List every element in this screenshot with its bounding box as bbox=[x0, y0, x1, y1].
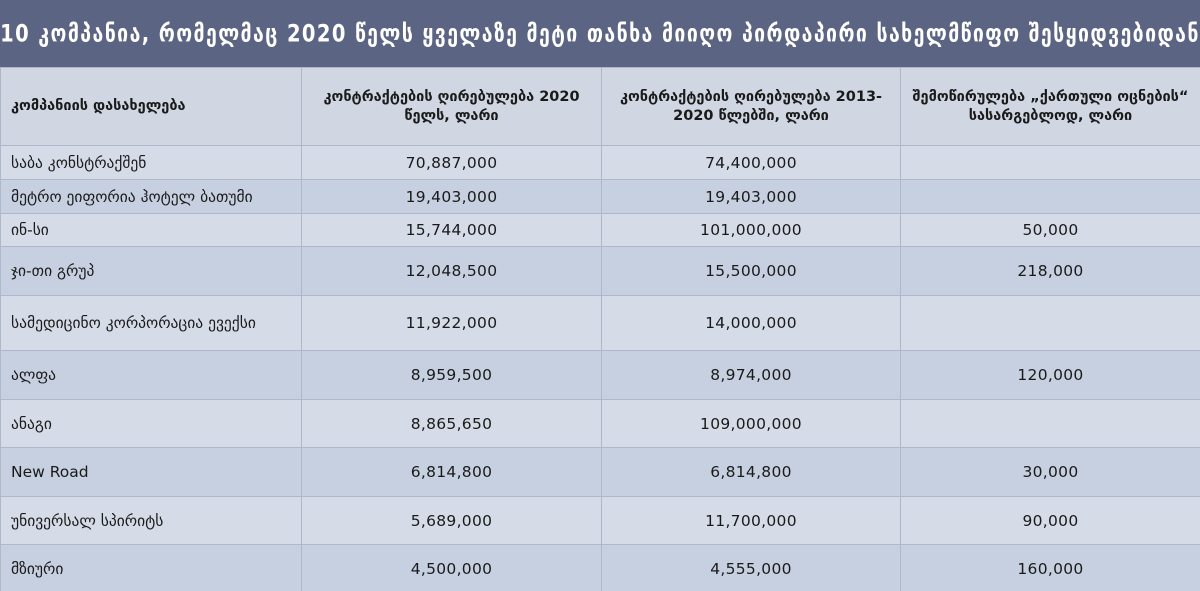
value-2020: 8,959,500 bbox=[301, 350, 602, 400]
donation bbox=[900, 399, 1200, 448]
donation: 120,000 bbox=[900, 350, 1200, 400]
table-header: კომპანიის დასახელება კონტრაქტების ღირებუ… bbox=[0, 67, 1200, 146]
company-name: ანაგი bbox=[0, 399, 302, 448]
table-row: სამედიცინო კორპორაცია ევექსი 11,922,000 … bbox=[0, 295, 1200, 351]
donation: 218,000 bbox=[900, 246, 1200, 296]
donation: 160,000 bbox=[900, 544, 1200, 591]
table-row: საბა კონსტრაქშენ 70,887,000 74,400,000 bbox=[0, 145, 1200, 180]
company-name: მზიური bbox=[0, 544, 302, 591]
value-2013-2020: 109,000,000 bbox=[601, 399, 901, 448]
table-row: ჯი-თი გრუპ 12,048,500 15,500,000 218,000 bbox=[0, 246, 1200, 296]
value-2013-2020: 4,555,000 bbox=[601, 544, 901, 591]
value-2020: 15,744,000 bbox=[301, 213, 602, 247]
value-2013-2020: 6,814,800 bbox=[601, 447, 901, 497]
header-donation: შემოწირულება „ქართული ოცნების“ სასარგებლ… bbox=[900, 67, 1200, 146]
value-2020: 8,865,650 bbox=[301, 399, 602, 448]
value-2013-2020: 8,974,000 bbox=[601, 350, 901, 400]
company-name: მეტრო ეიფორია ჰოტელ ბათუმი bbox=[0, 179, 302, 214]
table-body: საბა კონსტრაქშენ 70,887,000 74,400,000 მ… bbox=[0, 145, 1200, 591]
company-name: სამედიცინო კორპორაცია ევექსი bbox=[0, 295, 302, 351]
value-2013-2020: 15,500,000 bbox=[601, 246, 901, 296]
value-2013-2020: 14,000,000 bbox=[601, 295, 901, 351]
table-row: ალფა 8,959,500 8,974,000 120,000 bbox=[0, 350, 1200, 400]
donation: 30,000 bbox=[900, 447, 1200, 497]
value-2020: 12,048,500 bbox=[301, 246, 602, 296]
title-bar: 10 კომპანია, რომელმაც 2020 წელს ყველაზე … bbox=[0, 0, 1200, 67]
company-name: New Road bbox=[0, 447, 302, 497]
table-row: ინ-სი 15,744,000 101,000,000 50,000 bbox=[0, 213, 1200, 247]
donation bbox=[900, 145, 1200, 180]
table-row: ანაგი 8,865,650 109,000,000 bbox=[0, 399, 1200, 448]
header-value-2013-2020: კონტრაქტების ღირებულება 2013-2020 წლებში… bbox=[601, 67, 901, 146]
value-2013-2020: 19,403,000 bbox=[601, 179, 901, 214]
header-row: კომპანიის დასახელება კონტრაქტების ღირებუ… bbox=[0, 67, 1200, 146]
table-row: მზიური 4,500,000 4,555,000 160,000 bbox=[0, 544, 1200, 591]
value-2020: 6,814,800 bbox=[301, 447, 602, 497]
value-2020: 4,500,000 bbox=[301, 544, 602, 591]
company-name: ჯი-თი გრუპ bbox=[0, 246, 302, 296]
value-2020: 19,403,000 bbox=[301, 179, 602, 214]
donation bbox=[900, 295, 1200, 351]
company-name: ალფა bbox=[0, 350, 302, 400]
company-name: ინ-სი bbox=[0, 213, 302, 247]
value-2020: 11,922,000 bbox=[301, 295, 602, 351]
company-name: უნივერსალ სპირიტს bbox=[0, 496, 302, 545]
donation bbox=[900, 179, 1200, 214]
header-value-2020: კონტრაქტების ღირებულება 2020 წელს, ლარი bbox=[301, 67, 602, 146]
table-row: New Road 6,814,800 6,814,800 30,000 bbox=[0, 447, 1200, 497]
companies-table: კომპანიის დასახელება კონტრაქტების ღირებუ… bbox=[0, 67, 1200, 591]
value-2020: 5,689,000 bbox=[301, 496, 602, 545]
value-2013-2020: 74,400,000 bbox=[601, 145, 901, 180]
value-2013-2020: 101,000,000 bbox=[601, 213, 901, 247]
page-title: 10 კომპანია, რომელმაც 2020 წელს ყველაზე … bbox=[0, 19, 1200, 48]
table-row: უნივერსალ სპირიტს 5,689,000 11,700,000 9… bbox=[0, 496, 1200, 545]
company-name: საბა კონსტრაქშენ bbox=[0, 145, 302, 180]
value-2020: 70,887,000 bbox=[301, 145, 602, 180]
value-2013-2020: 11,700,000 bbox=[601, 496, 901, 545]
header-company: კომპანიის დასახელება bbox=[0, 67, 302, 146]
table-row: მეტრო ეიფორია ჰოტელ ბათუმი 19,403,000 19… bbox=[0, 179, 1200, 214]
donation: 50,000 bbox=[900, 213, 1200, 247]
donation: 90,000 bbox=[900, 496, 1200, 545]
